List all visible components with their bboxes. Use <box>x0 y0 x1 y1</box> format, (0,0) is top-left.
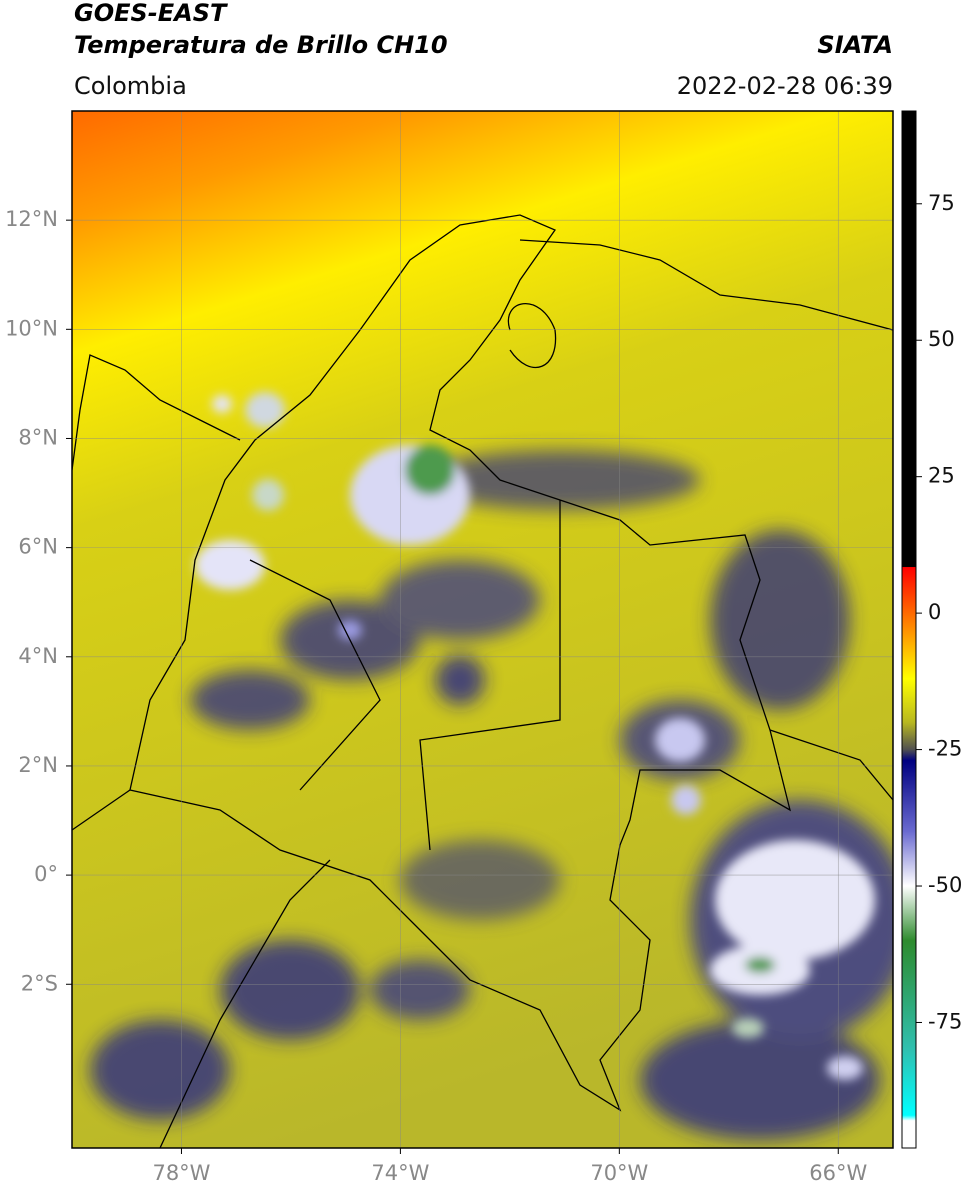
source: SIATA <box>817 31 893 59</box>
colorbar-tick-label: 25 <box>928 464 955 488</box>
colorbar-tick-label: -50 <box>928 873 962 897</box>
map-frame <box>71 110 894 1149</box>
y-tick-label: 0° <box>34 862 58 886</box>
title: GOES-EAST <box>74 0 228 27</box>
y-tick-label: 6°N <box>18 535 58 559</box>
colorbar-tick-label: 50 <box>928 327 955 351</box>
y-tick-label: 2°S <box>21 971 58 995</box>
satellite-image <box>72 111 893 1148</box>
colorbar-tick-label: -25 <box>928 737 962 761</box>
colorbar-tick-label: 75 <box>928 191 955 215</box>
datetime: 2022-02-28 06:39 <box>677 72 893 100</box>
colorbar-tick-label: 0 <box>928 600 941 624</box>
region: Colombia <box>74 72 187 100</box>
x-tick-label: 78°W <box>152 1161 210 1185</box>
x-tick-label: 66°W <box>809 1161 867 1185</box>
y-tick-label: 4°N <box>18 644 58 668</box>
colorbar-tick-label: -75 <box>928 1009 962 1033</box>
y-tick-label: 8°N <box>18 425 58 449</box>
subtitle: Temperatura de Brillo CH10 <box>74 31 448 59</box>
y-tick-label: 2°N <box>18 753 58 777</box>
x-tick-label: 74°W <box>371 1161 429 1185</box>
x-tick-label: 70°W <box>590 1161 648 1185</box>
y-tick-label: 12°N <box>5 207 58 231</box>
colorbar <box>901 110 917 1149</box>
y-tick-label: 10°N <box>5 316 58 340</box>
